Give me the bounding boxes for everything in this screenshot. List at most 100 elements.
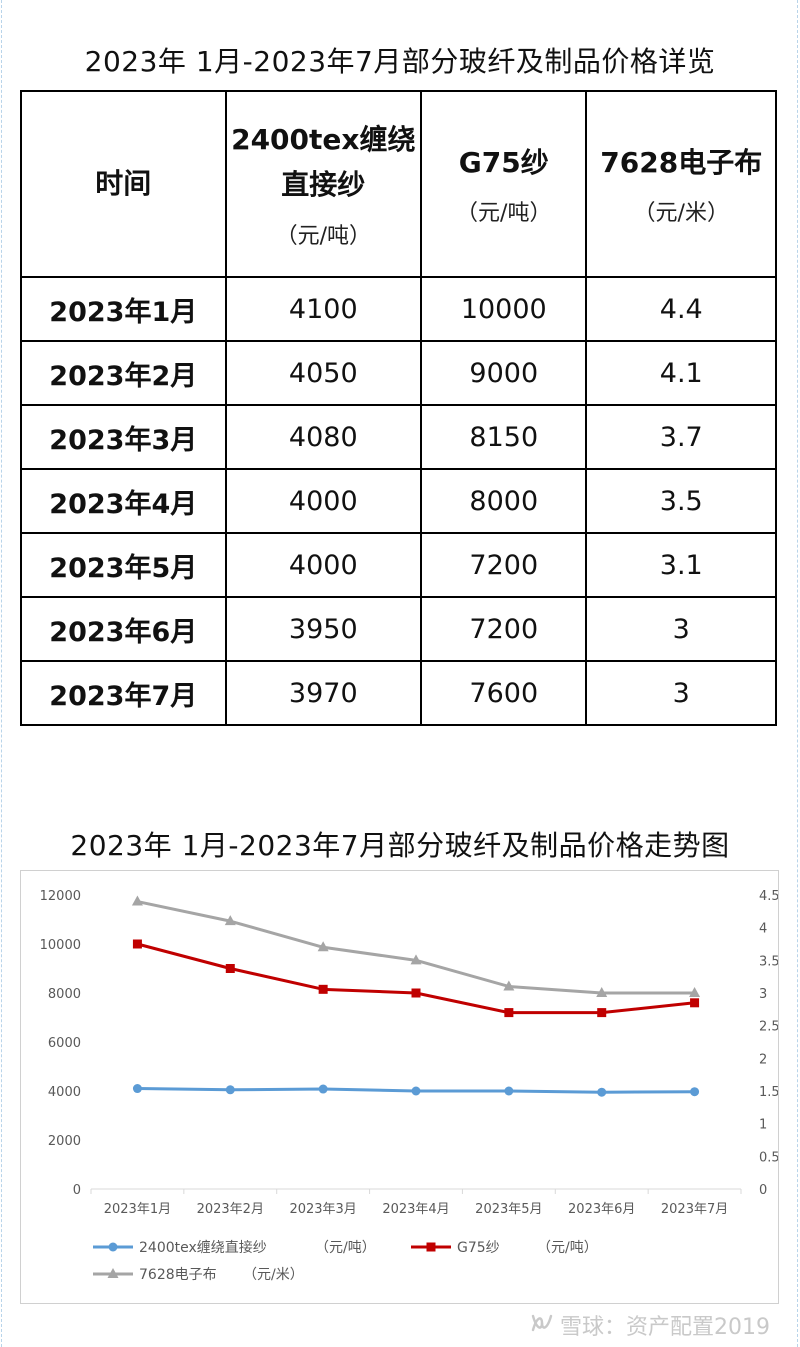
cell-2400tex: 4080 bbox=[224, 404, 423, 470]
table-row: 2023年7月 3970 7600 3 bbox=[20, 660, 777, 726]
watermark: 雪球：资产配置2019 bbox=[530, 1309, 770, 1341]
data-point bbox=[690, 1087, 700, 1097]
x-tick-label: 2023年5月 bbox=[475, 1202, 542, 1217]
y-right-tick-label: 3.5 bbox=[759, 954, 778, 969]
cell-g75: 10000 bbox=[420, 276, 588, 342]
cell-month: 2023年6月 bbox=[20, 596, 227, 662]
cell-g75: 7200 bbox=[420, 596, 588, 662]
chart-frame: 0 2000 4000 6000 8000 10000 12000 0 0.5 1 1.5 2 2.5 3… bbox=[20, 870, 779, 1304]
data-point bbox=[411, 1086, 421, 1096]
x-tick-label: 2023年3月 bbox=[289, 1202, 356, 1217]
y-left-tick-label: 0 bbox=[73, 1183, 81, 1198]
y-left-tick-label: 12000 bbox=[40, 889, 81, 904]
y-right-tick-label: 1.5 bbox=[759, 1085, 778, 1100]
data-point bbox=[596, 987, 608, 997]
y-right-tick-label: 4 bbox=[759, 922, 767, 937]
cell-g75: 9000 bbox=[420, 340, 588, 406]
header-label: 7628电子布 bbox=[600, 145, 763, 179]
price-table: 时间 2400tex缠绕直接纱 （元/吨） G75纱 （元/吨） 7628电子布… bbox=[20, 90, 777, 726]
y-right-tick-label: 1 bbox=[759, 1118, 767, 1133]
xueqiu-logo-icon bbox=[530, 1312, 554, 1340]
header-unit: （元/米） bbox=[633, 201, 729, 227]
cell-month: 2023年3月 bbox=[20, 404, 227, 470]
legend-label: 2400tex缠绕直接纱 bbox=[139, 1239, 267, 1256]
legend-marker bbox=[108, 1242, 118, 1252]
y-left-tick-label: 10000 bbox=[40, 938, 81, 953]
data-point bbox=[597, 1008, 607, 1018]
data-point bbox=[317, 941, 329, 952]
legend-unit: （元/米） bbox=[243, 1267, 304, 1283]
x-tick-label: 2023年1月 bbox=[104, 1202, 171, 1217]
data-point bbox=[689, 987, 701, 997]
header-2400tex: 2400tex缠绕直接纱 （元/吨） bbox=[224, 90, 423, 278]
x-tick-label: 2023年4月 bbox=[382, 1202, 449, 1217]
x-tick-label: 2023年2月 bbox=[197, 1202, 264, 1217]
y-right-tick-label: 4.5 bbox=[759, 889, 778, 904]
cell-g75: 7600 bbox=[420, 660, 588, 726]
y-right-tick-label: 3 bbox=[759, 987, 767, 1002]
table-title: 2023年 1月-2023年7月部分玻纤及制品价格详览 bbox=[84, 45, 716, 78]
cell-g75: 8000 bbox=[420, 468, 588, 534]
y-right-tick-label: 0.5 bbox=[759, 1150, 778, 1165]
cell-2400tex: 3950 bbox=[224, 596, 423, 662]
legend-label: G75纱 bbox=[457, 1240, 500, 1256]
header-time: 时间 bbox=[20, 90, 227, 278]
table-row: 2023年5月 4000 7200 3.1 bbox=[20, 532, 777, 598]
table-header-row: 时间 2400tex缠绕直接纱 （元/吨） G75纱 （元/吨） 7628电子布… bbox=[20, 90, 777, 278]
header-label: 2400tex缠绕直接纱 bbox=[231, 123, 416, 201]
cell-g75: 7200 bbox=[420, 532, 588, 598]
cell-2400tex: 4000 bbox=[224, 532, 423, 598]
cell-g75: 8150 bbox=[420, 404, 588, 470]
data-point bbox=[503, 980, 515, 991]
data-point bbox=[690, 998, 700, 1008]
header-label: G75纱 bbox=[458, 145, 549, 179]
cell-7628: 3 bbox=[585, 596, 777, 662]
y-right-tick-label: 0 bbox=[759, 1183, 767, 1198]
cell-7628: 3.1 bbox=[585, 532, 777, 598]
cell-2400tex: 4100 bbox=[224, 276, 423, 342]
legend-unit: （元/吨） bbox=[537, 1240, 598, 1256]
data-point bbox=[410, 954, 422, 965]
y-left-tick-label: 2000 bbox=[48, 1134, 81, 1149]
watermark-text: 雪球：资产配置2019 bbox=[560, 1315, 770, 1340]
legend-label: 7628电子布 bbox=[139, 1267, 217, 1283]
legend-marker bbox=[107, 1268, 119, 1278]
data-point bbox=[131, 895, 143, 906]
cell-month: 2023年5月 bbox=[20, 532, 227, 598]
cell-2400tex: 4050 bbox=[224, 340, 423, 406]
series-line bbox=[137, 942, 695, 1015]
table-row: 2023年4月 4000 8000 3.5 bbox=[20, 468, 777, 534]
data-point bbox=[411, 988, 421, 998]
y-right-tick-label: 2 bbox=[759, 1052, 767, 1067]
page-edge-left bbox=[1, 0, 2, 1347]
data-point bbox=[132, 939, 142, 949]
cell-7628: 3.7 bbox=[585, 404, 777, 470]
header-label: 时间 bbox=[95, 166, 152, 200]
data-point bbox=[225, 964, 235, 973]
y-left-tick-label: 4000 bbox=[48, 1085, 81, 1100]
cell-7628: 4.1 bbox=[585, 340, 777, 406]
data-point bbox=[318, 1084, 328, 1094]
page-edge-right bbox=[797, 0, 798, 1347]
cell-month: 2023年1月 bbox=[20, 276, 227, 342]
header-unit: （元/吨） bbox=[275, 223, 371, 249]
cell-7628: 4.4 bbox=[585, 276, 777, 342]
x-tick-label: 2023年6月 bbox=[568, 1202, 635, 1217]
data-point bbox=[597, 1087, 607, 1097]
cell-2400tex: 3970 bbox=[224, 660, 423, 726]
cell-2400tex: 4000 bbox=[224, 468, 423, 534]
data-point bbox=[224, 915, 236, 926]
x-tick-label: 2023年7月 bbox=[661, 1202, 728, 1217]
line-chart: 0 2000 4000 6000 8000 10000 12000 0 0.5 1 1.5 2 2.5 3… bbox=[40, 889, 778, 1283]
legend-marker bbox=[426, 1242, 436, 1252]
data-point bbox=[504, 1008, 514, 1018]
cell-month: 2023年4月 bbox=[20, 468, 227, 534]
chart-title: 2023年 1月-2023年7月部分玻纤及制品价格走势图 bbox=[70, 829, 730, 862]
header-7628: 7628电子布 （元/米） bbox=[585, 90, 777, 278]
y-left-tick-label: 8000 bbox=[48, 987, 81, 1002]
y-left-tick-label: 6000 bbox=[48, 1036, 81, 1051]
data-point bbox=[504, 1086, 514, 1096]
cell-month: 2023年7月 bbox=[20, 660, 227, 726]
header-g75: G75纱 （元/吨） bbox=[420, 90, 588, 278]
data-point bbox=[132, 1084, 142, 1094]
